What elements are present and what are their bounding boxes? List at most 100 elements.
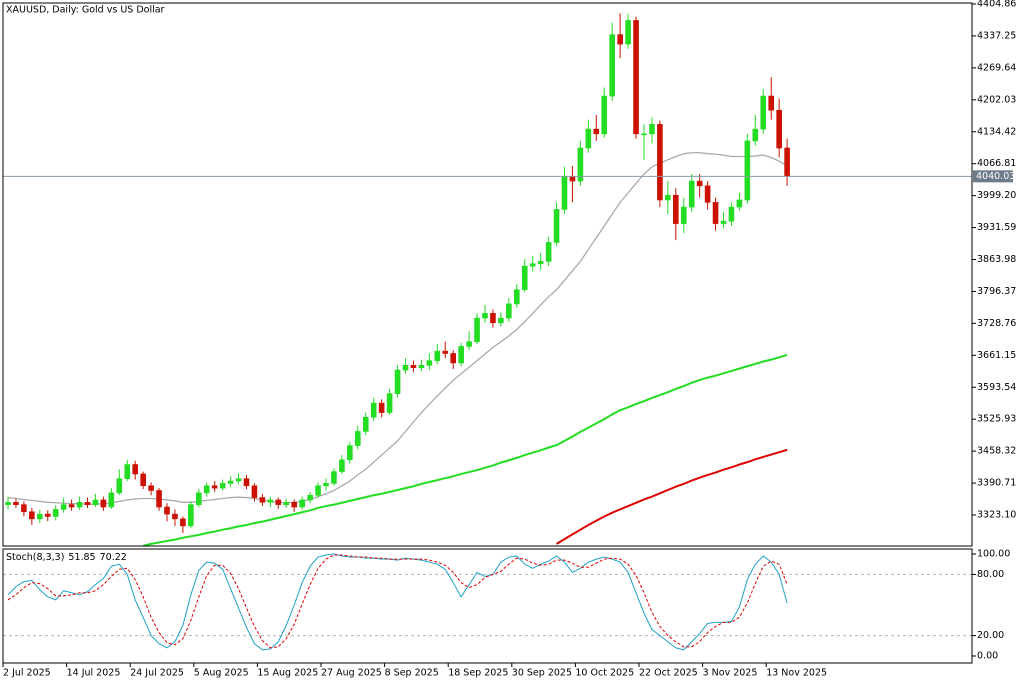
candle-body — [76, 501, 83, 508]
candle-body — [52, 509, 59, 517]
candle-body — [688, 180, 695, 208]
candle-body — [283, 501, 290, 505]
candle-body — [458, 346, 464, 364]
candle-body — [744, 140, 751, 201]
y-tick-label: 3728.76 — [977, 318, 1016, 329]
candle-body — [219, 483, 226, 489]
candle-body — [315, 485, 321, 496]
y-tick-label: 3863.98 — [977, 254, 1016, 265]
candle-body — [720, 220, 727, 224]
candle-body — [203, 485, 210, 494]
candle-body — [354, 431, 361, 446]
candle-body — [172, 513, 178, 520]
y-tick-label: 4134.42 — [977, 126, 1016, 137]
x-tick-label: 18 Sep 2025 — [448, 668, 508, 679]
candle-body — [784, 147, 790, 177]
candle-body — [243, 478, 250, 487]
stoch-header: Stoch(8,3,3) 51.85 70.22 — [6, 552, 127, 563]
y-tick-label: 3796.37 — [977, 286, 1016, 297]
candle-body — [307, 494, 313, 501]
candle-body — [609, 34, 616, 97]
y-tick-label: 4404.86 — [977, 0, 1016, 10]
candle-body — [680, 206, 687, 224]
candle-body — [728, 206, 735, 222]
candle-body — [148, 485, 154, 491]
candle-body — [347, 445, 353, 461]
y-tick-label: 4066.81 — [977, 158, 1016, 169]
candle-body — [299, 499, 305, 508]
x-tick-label: 13 Nov 2025 — [766, 668, 827, 679]
x-tick-label: 3 Nov 2025 — [703, 668, 758, 679]
candle-body — [601, 95, 608, 135]
candle-body — [434, 350, 441, 361]
candle-body — [704, 185, 711, 203]
candle-body — [44, 513, 51, 517]
candle-body — [140, 473, 146, 487]
candle-body — [498, 317, 504, 324]
candle-body — [323, 483, 329, 487]
candle-body — [188, 504, 194, 527]
candle-body — [164, 506, 170, 515]
candle-body — [776, 109, 782, 149]
candle-body — [370, 402, 377, 418]
y-tick-label: 100.00 — [977, 548, 1010, 559]
candle-body — [696, 180, 703, 187]
y-tick-label: 4337.25 — [977, 30, 1016, 41]
candle-body — [529, 263, 536, 267]
candle-body — [569, 176, 576, 182]
candle-body — [768, 95, 775, 111]
candle-body — [426, 360, 433, 366]
candle-body — [394, 369, 401, 394]
candle-body — [625, 20, 631, 45]
candle-body — [506, 303, 512, 319]
candle-body — [442, 350, 449, 354]
candle-body — [29, 511, 35, 520]
candle-body — [180, 518, 186, 527]
current-price-label: 4040.03 — [976, 171, 1015, 182]
candle-body — [251, 485, 258, 498]
candle-body — [36, 513, 43, 520]
candle-body — [267, 499, 274, 503]
y-tick-label: 0.00 — [977, 651, 998, 662]
candle-body — [402, 365, 409, 371]
y-tick-label: 4269.64 — [977, 62, 1016, 73]
current-price-box — [973, 170, 1013, 183]
candle-body — [450, 353, 457, 364]
y-tick-label: 3593.54 — [977, 382, 1016, 393]
stoch-line — [7, 554, 788, 649]
candle-body — [474, 317, 480, 342]
candle-body — [593, 128, 600, 135]
candle-body — [156, 490, 162, 508]
candle-body — [545, 242, 552, 262]
candle-body — [672, 194, 679, 224]
stoch-line — [7, 553, 788, 651]
x-tick-label: 24 Jul 2025 — [130, 668, 184, 679]
candle-body — [466, 341, 472, 347]
candle-body — [553, 209, 560, 243]
moving-average — [142, 353, 788, 546]
candle-body — [585, 128, 592, 149]
y-tick-label: 3525.93 — [977, 414, 1016, 425]
candle-body — [617, 34, 623, 45]
candle-body — [712, 202, 719, 224]
y-tick-label: 3931.59 — [977, 222, 1016, 233]
candle-body — [211, 485, 218, 489]
candle-body — [60, 504, 67, 510]
candle-body — [378, 402, 385, 413]
candle-body — [92, 499, 99, 505]
candle-body — [633, 20, 639, 135]
candle-body — [275, 499, 282, 505]
candle-body — [100, 499, 107, 508]
candle-body — [513, 289, 520, 305]
candle-body — [482, 313, 488, 319]
y-tick-label: 3661.15 — [977, 350, 1016, 361]
candle-body — [21, 504, 27, 513]
candle-body — [362, 416, 369, 432]
candle-body — [641, 133, 647, 136]
x-tick-label: 2 Jul 2025 — [3, 668, 51, 679]
candle-body — [521, 265, 528, 291]
x-tick-label: 14 Jul 2025 — [67, 668, 121, 679]
